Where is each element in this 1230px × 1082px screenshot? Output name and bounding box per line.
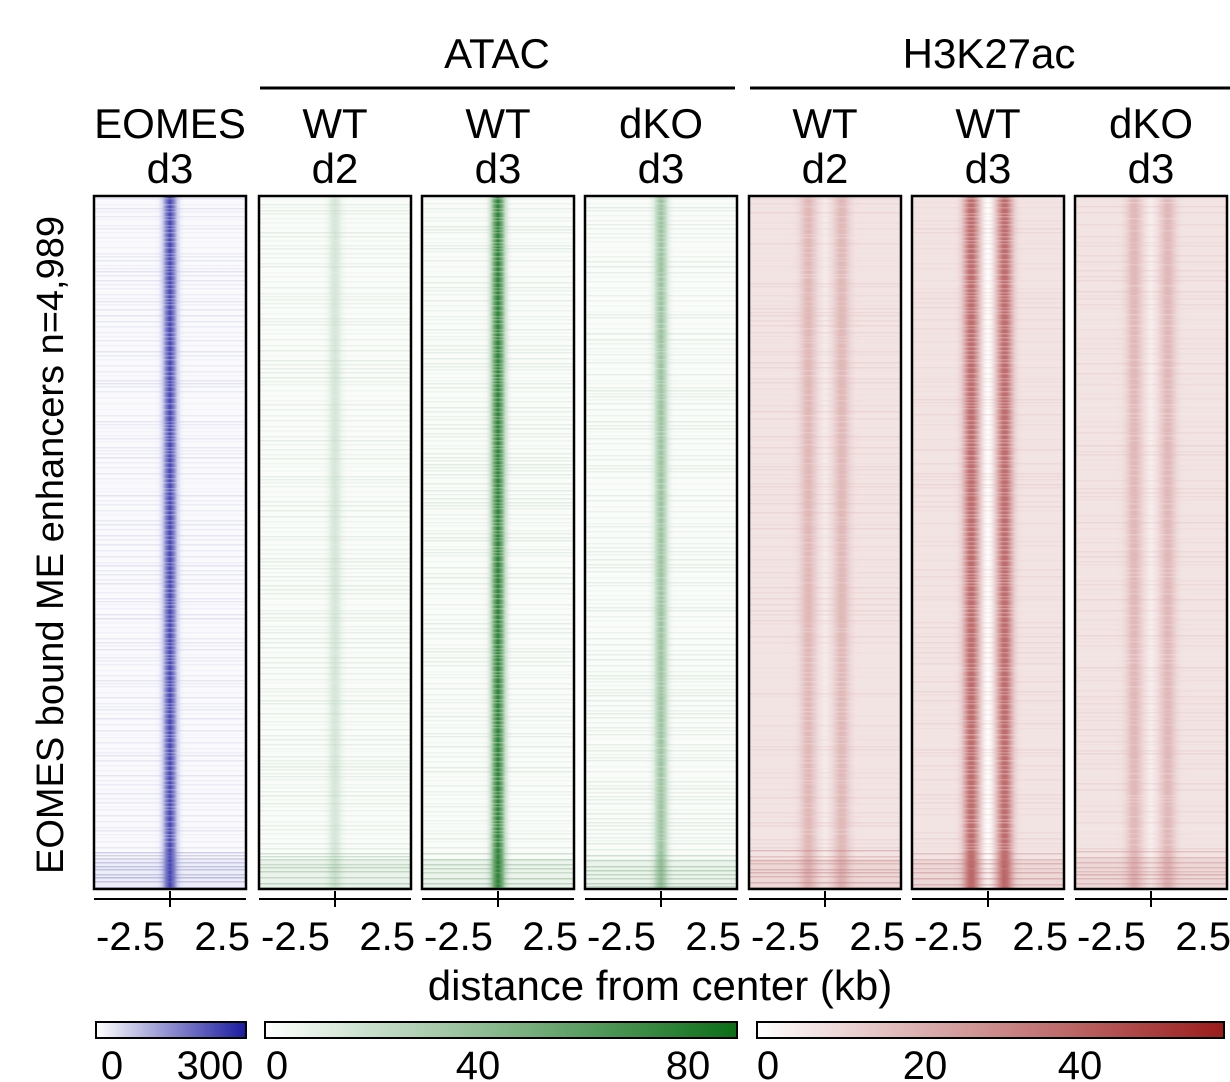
x-tick-label-left-1: -2.5 — [96, 915, 165, 959]
x-tick-label-right-1: 2.5 — [194, 915, 250, 959]
panel-subtitle-4: d3 — [638, 145, 685, 192]
heatmap-rows-2 — [259, 198, 411, 889]
colorbar-tick-atac-1: 40 — [456, 1044, 501, 1082]
heatmap-signal-1 — [94, 196, 246, 889]
heatmap-frame-3 — [420, 194, 576, 891]
colorbar-tick-atac-2: 80 — [666, 1044, 711, 1082]
panel-title-6: WT — [955, 100, 1020, 147]
x-tick-label-right-5: 2.5 — [849, 915, 905, 959]
panel-subtitle-2: d2 — [312, 145, 359, 192]
x-tick-label-left-7: -2.5 — [1077, 915, 1146, 959]
group-title-atac: ATAC — [444, 30, 550, 77]
heatmap-rows-1 — [94, 198, 246, 889]
x-tick-label-left-4: -2.5 — [587, 915, 656, 959]
colorbar-tick-h3k27ac-0: 0 — [757, 1044, 779, 1082]
panel-subtitle-7: d3 — [1128, 145, 1175, 192]
heatmap-signal-2 — [259, 196, 411, 889]
heatmap-signal-4 — [585, 196, 737, 889]
panel-title-4: dKO — [619, 100, 703, 147]
colorbar-tick-h3k27ac-1: 20 — [903, 1044, 948, 1082]
colorbar-gradient-eomes — [95, 1021, 247, 1039]
heatmap-rows-3 — [422, 198, 574, 889]
x-tick-label-right-3: 2.5 — [522, 915, 578, 959]
x-tick-label-right-6: 2.5 — [1012, 915, 1068, 959]
panel-title-7: dKO — [1109, 100, 1193, 147]
colorbars: 0 300 0 40 80 0 20 40 — [95, 1021, 1225, 1082]
heatmap-rows-4 — [585, 198, 737, 888]
y-axis-label: EOMES bound ME enhancers n=4,989 — [30, 216, 72, 874]
heatmap-frame-1 — [92, 194, 248, 891]
x-tick-label-right-4: 2.5 — [685, 915, 741, 959]
x-tick-label-left-6: -2.5 — [914, 915, 983, 959]
x-tick-label-left-3: -2.5 — [424, 915, 493, 959]
panel-subtitle-6: d3 — [965, 145, 1012, 192]
panel-subtitle-3: d3 — [475, 145, 522, 192]
heatmap-frame-6 — [910, 194, 1066, 891]
x-tick-label-right-2: 2.5 — [359, 915, 415, 959]
colorbar-tick-eomes-1: 300 — [177, 1044, 244, 1082]
group-title-h3k27ac: H3K27ac — [903, 30, 1076, 77]
panel-title-1: EOMES — [94, 100, 246, 147]
colorbar-eomes: 0 300 — [95, 1021, 247, 1082]
colorbar-gradient-atac — [264, 1021, 738, 1039]
x-tick-label-left-5: -2.5 — [751, 915, 820, 959]
panel-subtitle-1: d3 — [147, 145, 194, 192]
colorbar-h3k27ac: 0 20 40 — [756, 1021, 1225, 1082]
heatmap-signal-6 — [912, 196, 1064, 889]
heatmap-rows-5 — [749, 198, 901, 889]
x-tick-label-left-2: -2.5 — [261, 915, 330, 959]
colorbar-gradient-h3k27ac — [756, 1021, 1225, 1039]
heatmap-signal-5 — [749, 196, 901, 889]
x-axis-label: distance from center (kb) — [428, 962, 893, 1009]
panel-title-5: WT — [792, 100, 857, 147]
panel-subtitle-5: d2 — [802, 145, 849, 192]
colorbar-tick-eomes-0: 0 — [101, 1044, 123, 1082]
heatmap-signal-3 — [422, 196, 574, 889]
heatmap-frame-2 — [257, 194, 413, 891]
colorbar-tick-h3k27ac-2: 40 — [1058, 1044, 1103, 1082]
colorbar-atac: 0 40 80 — [264, 1021, 738, 1082]
panel-title-2: WT — [302, 100, 367, 147]
heatmap-frame-4 — [583, 194, 739, 891]
heatmap-rows-6 — [912, 198, 1064, 886]
heatmap-signal-7 — [1075, 196, 1227, 889]
panel-title-3: WT — [465, 100, 530, 147]
heatmap-rows-7 — [1075, 198, 1227, 890]
colorbar-tick-atac-0: 0 — [266, 1044, 288, 1082]
heatmap-frame-5 — [747, 194, 903, 891]
x-tick-label-right-7: 2.5 — [1175, 915, 1230, 959]
heatmap-frame-7 — [1073, 194, 1229, 891]
